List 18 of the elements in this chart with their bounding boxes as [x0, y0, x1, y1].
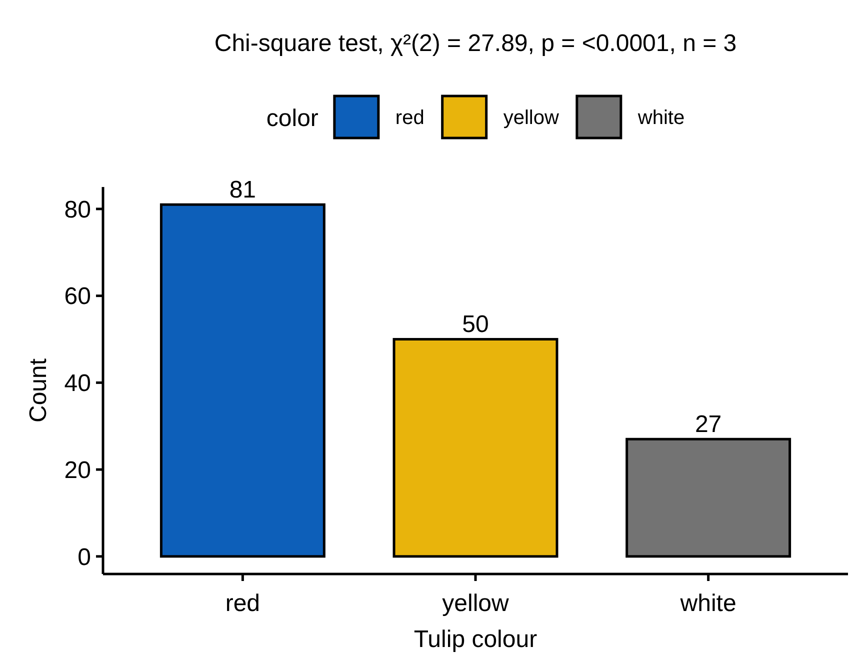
- y-axis-title: Count: [25, 358, 52, 423]
- y-tick-label: 60: [64, 283, 91, 310]
- legend-title: color: [266, 105, 318, 132]
- y-tick-label: 20: [64, 456, 91, 484]
- y-tick-label: 80: [64, 196, 91, 224]
- chart-title: Chi-square test, χ²(2) = 27.89, p = <0.0001, n = 3: [214, 30, 737, 57]
- x-tick-label: white: [679, 590, 736, 617]
- y-tick-label: 0: [78, 544, 91, 571]
- x-tick-label: yellow: [442, 590, 510, 617]
- x-tick-label: red: [225, 590, 260, 617]
- y-tick-label: 40: [64, 370, 91, 398]
- x-axis-title: Tulip colour: [414, 626, 538, 653]
- legend-label: yellow: [503, 107, 560, 129]
- legend-label: white: [636, 107, 685, 129]
- data-label: 50: [462, 311, 489, 338]
- data-label: 81: [229, 176, 256, 204]
- legend-label: red: [395, 107, 424, 129]
- data-label: 27: [694, 411, 722, 438]
